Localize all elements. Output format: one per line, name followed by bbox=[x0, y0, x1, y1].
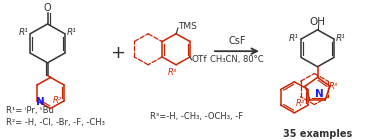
Text: R¹: R¹ bbox=[19, 28, 28, 37]
Text: TMS: TMS bbox=[178, 22, 197, 31]
Text: N: N bbox=[315, 89, 324, 99]
Text: CH₃CN, 80°C: CH₃CN, 80°C bbox=[210, 55, 263, 64]
Text: R²= -H, -Cl, -Br, -F, -CH₃: R²= -H, -Cl, -Br, -F, -CH₃ bbox=[6, 118, 105, 127]
Text: R²: R² bbox=[53, 96, 62, 105]
Text: R¹: R¹ bbox=[289, 34, 299, 43]
Text: R¹: R¹ bbox=[67, 28, 77, 37]
Text: +: + bbox=[110, 44, 125, 62]
Text: R³=-H, -CH₃, -OCH₃, -F: R³=-H, -CH₃, -OCH₃, -F bbox=[150, 112, 243, 121]
Text: 35 examples: 35 examples bbox=[283, 129, 352, 139]
Text: OH: OH bbox=[310, 17, 325, 27]
Text: N: N bbox=[36, 97, 45, 107]
Text: OTf: OTf bbox=[192, 55, 208, 64]
Text: CsF: CsF bbox=[228, 37, 246, 46]
Text: O: O bbox=[44, 4, 51, 13]
Text: R¹= ⁱPr, ᵗBu: R¹= ⁱPr, ᵗBu bbox=[6, 106, 54, 115]
Text: R³: R³ bbox=[328, 82, 338, 91]
Text: R¹: R¹ bbox=[336, 34, 346, 43]
Text: R²: R² bbox=[296, 99, 305, 108]
Text: R³: R³ bbox=[167, 68, 177, 77]
